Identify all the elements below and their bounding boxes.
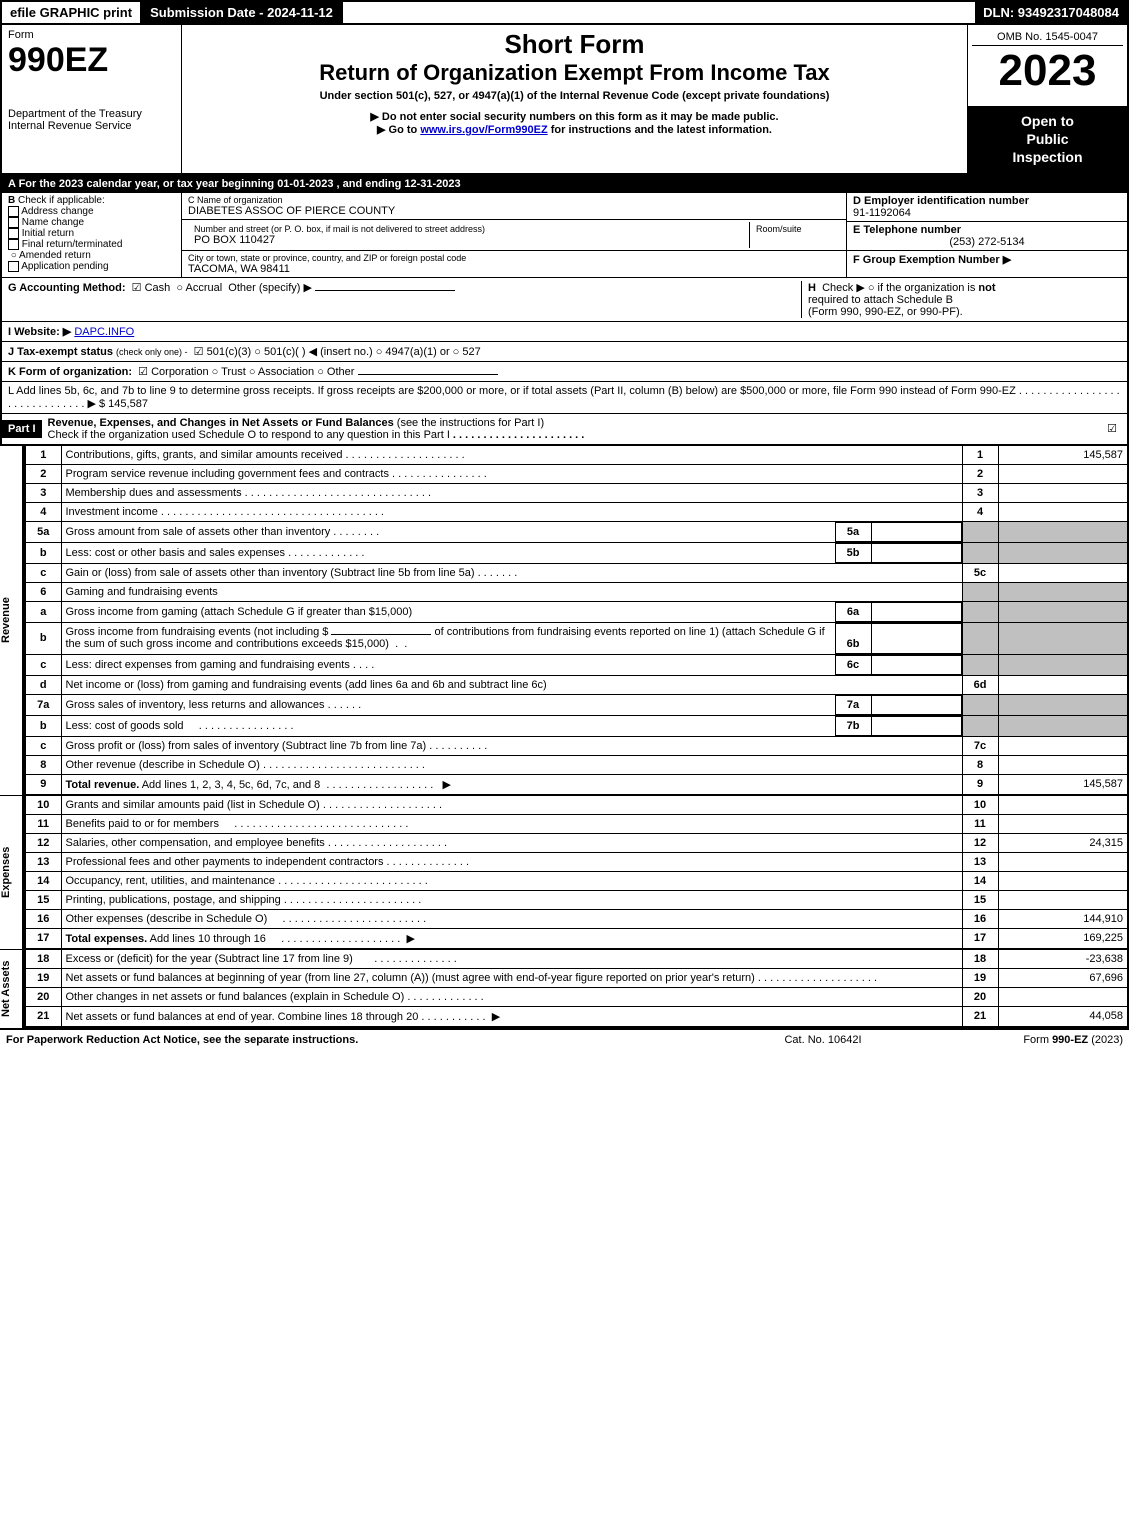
line-j: J Tax-exempt status (check only one) - ☑… bbox=[0, 342, 1129, 362]
table-row: 8Other revenue (describe in Schedule O) … bbox=[25, 755, 1128, 774]
chk-final-return[interactable]: Final return/terminated bbox=[22, 239, 123, 250]
goto-link-line: ▶ Go to www.irs.gov/Form990EZ for instru… bbox=[186, 123, 963, 136]
table-row: 7aGross sales of inventory, less returns… bbox=[25, 694, 1128, 715]
table-row: bLess: cost or other basis and sales exp… bbox=[25, 542, 1128, 563]
table-row: 18Excess or (deficit) for the year (Subt… bbox=[25, 949, 1128, 968]
city-label: City or town, state or province, country… bbox=[188, 253, 840, 263]
netassets-sidebar: Net Assets bbox=[0, 949, 24, 1028]
tax-exempt-options[interactable]: ☑ 501(c)(3) ○ 501(c)( ) ◀ (insert no.) ○… bbox=[194, 346, 481, 358]
form-reference: Form 990-EZ (2023) bbox=[923, 1034, 1123, 1046]
catalog-number: Cat. No. 10642I bbox=[723, 1034, 923, 1046]
info-block: B Check if applicable: Address change Na… bbox=[0, 193, 1129, 278]
table-row: 11Benefits paid to or for members . . . … bbox=[25, 814, 1128, 833]
street-label: Number and street (or P. O. box, if mail… bbox=[194, 224, 743, 234]
org-name-label: C Name of organization bbox=[188, 195, 840, 205]
box-c: C Name of organization DIABETES ASSOC OF… bbox=[182, 193, 847, 277]
dept-irs: Internal Revenue Service bbox=[8, 120, 175, 132]
gross-receipts-amount: 145,587 bbox=[108, 398, 148, 410]
dln: DLN: 93492317048084 bbox=[975, 2, 1127, 23]
website-link[interactable]: DAPC.INFO bbox=[74, 326, 134, 338]
table-row: 16Other expenses (describe in Schedule O… bbox=[25, 909, 1128, 928]
dept-row: Department of the Treasury Internal Reve… bbox=[0, 106, 1129, 175]
table-row: cLess: direct expenses from gaming and f… bbox=[25, 654, 1128, 675]
no-ssn-notice: ▶ Do not enter social security numbers o… bbox=[186, 110, 963, 123]
accounting-other[interactable]: Other (specify) ▶ bbox=[228, 282, 312, 294]
table-row: 3Membership dues and assessments . . . .… bbox=[25, 483, 1128, 502]
table-row: 12Salaries, other compensation, and empl… bbox=[25, 833, 1128, 852]
table-row: aGross income from gaming (attach Schedu… bbox=[25, 601, 1128, 622]
chk-application-pending[interactable]: Application pending bbox=[21, 261, 108, 272]
chk-address-change[interactable]: Address change bbox=[21, 206, 93, 217]
table-row: 13Professional fees and other payments t… bbox=[25, 852, 1128, 871]
top-bar: efile GRAPHIC print Submission Date - 20… bbox=[0, 0, 1129, 25]
accounting-method-label: G Accounting Method: bbox=[8, 282, 126, 294]
phone-label: E Telephone number bbox=[853, 224, 961, 236]
table-row: 10Grants and similar amounts paid (list … bbox=[25, 795, 1128, 814]
line-i: I Website: ▶ DAPC.INFO bbox=[0, 322, 1129, 342]
table-row: 4Investment income . . . . . . . . . . .… bbox=[25, 502, 1128, 521]
return-title: Return of Organization Exempt From Incom… bbox=[186, 60, 963, 86]
irs-link[interactable]: www.irs.gov/Form990EZ bbox=[420, 124, 547, 136]
netassets-section: Net Assets 18Excess or (deficit) for the… bbox=[0, 949, 1129, 1028]
expenses-sidebar: Expenses bbox=[0, 795, 24, 949]
part-i-label: Part I bbox=[2, 420, 42, 438]
table-row: 5aGross amount from sale of assets other… bbox=[25, 521, 1128, 542]
table-row: 19Net assets or fund balances at beginni… bbox=[25, 968, 1128, 987]
accounting-accrual[interactable]: ○ Accrual bbox=[176, 282, 222, 294]
street-value: PO BOX 110427 bbox=[194, 234, 743, 246]
table-row: 14Occupancy, rent, utilities, and mainte… bbox=[25, 871, 1128, 890]
expenses-section: Expenses 10Grants and similar amounts pa… bbox=[0, 795, 1129, 949]
table-row: 21Net assets or fund balances at end of … bbox=[25, 1006, 1128, 1027]
chk-amended-return[interactable]: Amended return bbox=[19, 250, 91, 261]
room-label: Room/suite bbox=[756, 224, 834, 234]
short-form-title: Short Form bbox=[186, 29, 963, 60]
form-number: 990EZ bbox=[8, 41, 175, 80]
line-g-h: G Accounting Method: ☑ Cash ○ Accrual Ot… bbox=[0, 278, 1129, 322]
table-row: dNet income or (loss) from gaming and fu… bbox=[25, 675, 1128, 694]
paperwork-notice: For Paperwork Reduction Act Notice, see … bbox=[6, 1034, 723, 1046]
submission-date: Submission Date - 2024-11-12 bbox=[142, 2, 343, 23]
line-l: L Add lines 5b, 6c, and 7b to line 9 to … bbox=[0, 382, 1129, 414]
table-row: 9Total revenue. Add lines 1, 2, 3, 4, 5c… bbox=[25, 774, 1128, 794]
table-row: 17Total expenses. Add lines 10 through 1… bbox=[25, 928, 1128, 948]
tax-year: 2023 bbox=[972, 46, 1123, 96]
box-def: D Employer identification number 91-1192… bbox=[847, 193, 1127, 277]
table-row: bLess: cost of goods sold . . . . . . . … bbox=[25, 715, 1128, 736]
website-label: I Website: ▶ bbox=[8, 326, 71, 338]
dept-treasury: Department of the Treasury bbox=[8, 108, 175, 120]
inspection-badge: Open to Public Inspection bbox=[968, 106, 1127, 173]
table-row: bGross income from fundraising events (n… bbox=[25, 622, 1128, 654]
revenue-sidebar: Revenue bbox=[0, 445, 24, 795]
table-row: 2Program service revenue including gover… bbox=[25, 464, 1128, 483]
schedule-o-checkbox[interactable]: ☑ bbox=[1097, 422, 1127, 435]
table-row: cGain or (loss) from sale of assets othe… bbox=[25, 563, 1128, 582]
under-section: Under section 501(c), 527, or 4947(a)(1)… bbox=[186, 90, 963, 102]
part-i-header: Part I Revenue, Expenses, and Changes in… bbox=[0, 414, 1129, 445]
table-row: cGross profit or (loss) from sales of in… bbox=[25, 736, 1128, 755]
table-row: 6Gaming and fundraising events bbox=[25, 582, 1128, 601]
chk-name-change[interactable]: Name change bbox=[22, 217, 84, 228]
chk-initial-return[interactable]: Initial return bbox=[22, 228, 74, 239]
omb-number: OMB No. 1545-0047 bbox=[972, 29, 1123, 46]
line-k: K Form of organization: ☑ Corporation ○ … bbox=[0, 362, 1129, 382]
table-row: 15Printing, publications, postage, and s… bbox=[25, 890, 1128, 909]
ein-label: D Employer identification number bbox=[853, 195, 1029, 207]
box-b: B Check if applicable: Address change Na… bbox=[2, 193, 182, 277]
ein-value: 91-1192064 bbox=[853, 207, 911, 219]
revenue-section: Revenue 1Contributions, gifts, grants, a… bbox=[0, 445, 1129, 795]
efile-graphic-print[interactable]: efile GRAPHIC print bbox=[2, 2, 142, 23]
phone-value: (253) 272-5134 bbox=[853, 236, 1121, 248]
group-exemption-label: F Group Exemption Number ▶ bbox=[853, 254, 1011, 266]
city-value: TACOMA, WA 98411 bbox=[188, 263, 840, 275]
accounting-cash[interactable]: ☑ Cash bbox=[132, 282, 171, 294]
form-of-org-options[interactable]: ☑ Corporation ○ Trust ○ Association ○ Ot… bbox=[138, 366, 354, 378]
footer: For Paperwork Reduction Act Notice, see … bbox=[0, 1028, 1129, 1050]
section-a: A For the 2023 calendar year, or tax yea… bbox=[0, 175, 1129, 193]
form-header: Form 990EZ Short Form Return of Organiza… bbox=[0, 25, 1129, 106]
org-name: DIABETES ASSOC OF PIERCE COUNTY bbox=[188, 205, 840, 217]
table-row: 20Other changes in net assets or fund ba… bbox=[25, 987, 1128, 1006]
table-row: 1Contributions, gifts, grants, and simil… bbox=[25, 445, 1128, 464]
form-label: Form bbox=[8, 29, 175, 41]
